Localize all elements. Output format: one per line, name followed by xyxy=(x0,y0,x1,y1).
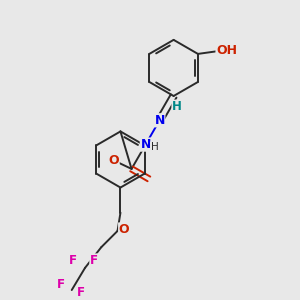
Text: F: F xyxy=(77,286,85,299)
Text: OH: OH xyxy=(216,44,237,57)
Text: F: F xyxy=(69,254,76,267)
Text: N: N xyxy=(140,138,151,151)
Text: O: O xyxy=(109,154,119,166)
Text: O: O xyxy=(119,223,129,236)
Text: F: F xyxy=(56,278,64,291)
Text: F: F xyxy=(90,254,98,267)
Text: H: H xyxy=(151,142,158,152)
Text: N: N xyxy=(154,114,165,127)
Text: H: H xyxy=(172,100,182,113)
